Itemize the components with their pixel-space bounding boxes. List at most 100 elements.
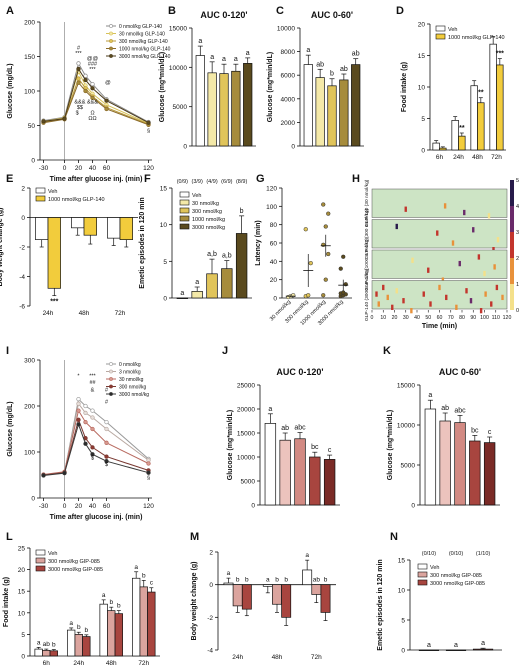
y-axis-label: Food intake (g) xyxy=(3,577,10,627)
bar xyxy=(235,233,248,299)
y-tick-label: 20000 xyxy=(237,407,255,414)
legend-marker xyxy=(109,362,113,366)
y-axis-label: Glucose (mg*min/dL) xyxy=(227,410,234,480)
data-point xyxy=(76,401,81,406)
y-tick-label: -2 xyxy=(207,615,213,622)
heatmap-cell xyxy=(386,294,389,301)
legend-label: Veh xyxy=(448,27,457,33)
heatmap-cell xyxy=(395,223,398,230)
data-point xyxy=(83,441,88,446)
data-point xyxy=(76,408,81,413)
significance-annotation: § xyxy=(147,128,150,134)
x-tick-label: 50 xyxy=(425,315,431,321)
heatmap-row xyxy=(371,219,508,249)
x-tick-label: 0 xyxy=(371,315,374,321)
x-tick-label: 90 xyxy=(470,315,476,321)
y-tick-label: 15 xyxy=(18,589,26,596)
data-point xyxy=(76,422,81,427)
y-tick-label: 100 xyxy=(24,450,35,457)
data-point xyxy=(83,73,88,78)
bar xyxy=(262,584,273,587)
colorbar-segment xyxy=(510,180,514,206)
legend-label: 300 nmol/kg GIP-085 xyxy=(430,573,482,579)
data-point xyxy=(338,266,343,271)
series-line xyxy=(43,418,149,476)
legend-label: 0 nmol/kg GLP-140 xyxy=(119,24,162,30)
series-line xyxy=(43,62,149,123)
legend-swatch xyxy=(417,571,428,578)
heatmap-cell xyxy=(422,291,425,297)
data-point xyxy=(321,293,326,298)
heatmap-cell xyxy=(479,308,483,314)
legend-swatch xyxy=(35,187,46,194)
y-tick-label: 5 xyxy=(163,259,167,266)
significance-letter: bc xyxy=(471,427,479,434)
heatmap-cell xyxy=(375,291,378,297)
legend-label: 3000 nmol/kg GIP-085 xyxy=(48,567,103,573)
colorbar-tick-label: 5 xyxy=(516,178,519,184)
row-label: GLP-140 (30 nmol/kg) xyxy=(364,179,370,227)
x-tick-label: 70 xyxy=(448,315,454,321)
significance-letter: a xyxy=(306,47,310,54)
significance-letter: c xyxy=(328,447,332,454)
colorbar-tick-label: 4 xyxy=(516,204,519,210)
significance-letter: a xyxy=(210,54,214,61)
significance-letter: a xyxy=(37,639,41,646)
responder-count: (6/9) xyxy=(221,179,232,185)
legend-marker xyxy=(109,31,113,36)
significance-letter: ab xyxy=(340,66,348,73)
legend-label: 1000 nmol/kg GLP-140 xyxy=(119,47,171,53)
series-line xyxy=(43,402,149,476)
data-point xyxy=(326,211,331,216)
bar xyxy=(272,584,282,605)
y-tick-label: 15000 xyxy=(397,383,415,390)
legend-swatch xyxy=(35,557,46,564)
heatmap-cell xyxy=(410,308,413,314)
data-point xyxy=(76,80,81,85)
y-tick-label: 5 xyxy=(401,618,405,625)
x-tick-label: 24h xyxy=(453,154,464,161)
data-point xyxy=(90,86,95,91)
bar xyxy=(470,85,478,151)
y-tick-label: 10000 xyxy=(277,26,295,33)
colorbar-tick-label: 2 xyxy=(516,256,519,262)
y-tick-label: 25000 xyxy=(237,383,255,390)
significance-letter: a xyxy=(234,56,238,63)
legend-label: 30 nmol/kg xyxy=(192,201,219,207)
bar xyxy=(243,63,253,147)
legend-swatch xyxy=(417,579,428,586)
y-tick-label: 10000 xyxy=(397,423,415,430)
y-axis-label: Latency (min) xyxy=(255,220,262,266)
bar xyxy=(42,650,51,657)
legend-swatch xyxy=(35,549,46,556)
y-axis-label: Glucose (mg*min/dL) xyxy=(387,410,394,480)
legend-swatch xyxy=(179,207,190,214)
panel-label: G xyxy=(256,173,265,185)
x-tick-label: 120 xyxy=(143,165,154,172)
legend-marker xyxy=(109,24,113,28)
bar xyxy=(302,569,313,586)
bar xyxy=(432,142,440,151)
x-tick-label: 40 xyxy=(89,503,97,510)
significance-letter: b xyxy=(236,577,240,584)
significance-annotation: *** xyxy=(89,67,96,73)
legend-label: 1000 nmol/kg GLP-140 xyxy=(448,35,505,41)
y-tick-label: 4000 xyxy=(281,96,296,103)
y-axis-label: Body weight change (g) xyxy=(0,208,4,287)
y-tick-label: 0 xyxy=(411,503,415,510)
x-tick-label: 10 xyxy=(380,315,386,321)
x-tick-label: 6h xyxy=(43,660,51,666)
significance-letter: a xyxy=(195,279,199,286)
significance-letter: b xyxy=(330,71,334,78)
x-tick-label: 6h xyxy=(436,154,444,161)
data-point xyxy=(104,426,109,432)
data-point xyxy=(306,293,311,298)
bar xyxy=(315,77,325,147)
data-point xyxy=(83,88,88,94)
colorbar-segment xyxy=(510,232,514,258)
panel-a-axes: A 0 50 100 150 200 Glucose (mg/dL) -30 0 20 40 60 12… xyxy=(6,5,171,183)
significance-letter: a xyxy=(246,50,250,57)
colorbar-tick-label: 1 xyxy=(516,282,519,288)
